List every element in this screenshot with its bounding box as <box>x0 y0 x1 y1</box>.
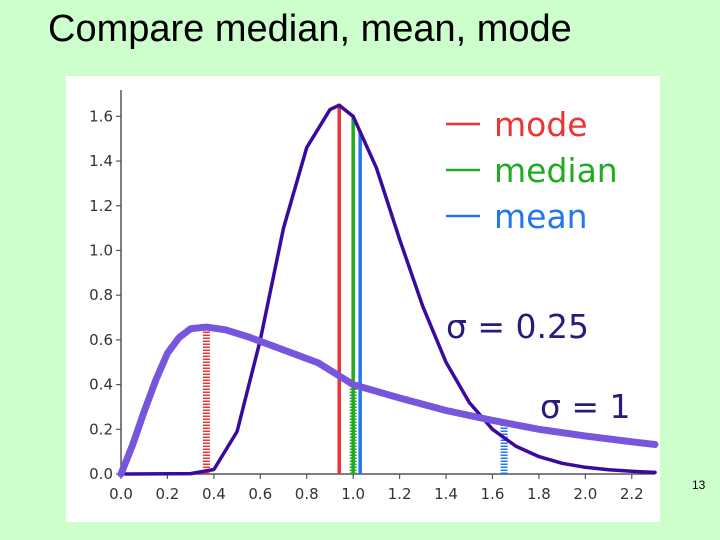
x-tick-label: 2.0 <box>573 485 597 503</box>
slide-title: Compare median, mean, mode <box>48 8 572 50</box>
legend-label-median: median <box>494 151 618 190</box>
series-curve-1 <box>123 103 657 476</box>
x-tick-label: 1.8 <box>527 485 551 503</box>
y-tick-label: 1.4 <box>89 152 113 170</box>
y-tick-label: 1.6 <box>89 107 113 125</box>
chart-curves <box>117 103 659 478</box>
y-tick-label: 1.0 <box>89 241 113 259</box>
y-tick-label: 0.2 <box>89 420 113 438</box>
chart-annotations: σ = 0.25 σ = 1 <box>446 307 631 426</box>
x-tick-label: 0.0 <box>109 485 133 503</box>
x-tick-label: 2.2 <box>620 485 644 503</box>
chart-legend: mode median mean <box>446 105 618 236</box>
annotation-sigma-025: σ = 0.25 <box>446 307 589 346</box>
annotation-sigma-1: σ = 1 <box>540 387 631 426</box>
chart-reference-lines <box>202 105 508 474</box>
x-tick-label: 0.6 <box>248 485 272 503</box>
y-tick-label: 0.8 <box>89 286 113 304</box>
series-curve-2 <box>117 323 659 478</box>
chart-figure: 0.0 0.2 0.4 0.6 0.8 1.0 1.2 1.4 1.6 1.8 2.0 2.2 0.0 0… <box>66 76 660 522</box>
chart-svg: 0.0 0.2 0.4 0.6 0.8 1.0 1.2 1.4 1.6 1.8 2.0 2.2 0.0 0… <box>89 90 659 503</box>
x-tick-label: 0.2 <box>156 485 180 503</box>
x-tick-label: 1.4 <box>434 485 458 503</box>
chart-axes: 0.0 0.2 0.4 0.6 0.8 1.0 1.2 1.4 1.6 1.8 2.0 2.2 0.0 0… <box>89 90 655 503</box>
legend-label-mode: mode <box>494 105 588 144</box>
x-tick-label: 1.0 <box>341 485 365 503</box>
y-tick-label: 0.6 <box>89 331 113 349</box>
y-tick-label: 0.4 <box>89 376 113 394</box>
x-tick-label: 0.4 <box>202 485 226 503</box>
y-tick-label: 1.2 <box>89 197 113 215</box>
x-tick-label: 1.6 <box>481 485 505 503</box>
y-tick-label: 0.0 <box>89 465 113 483</box>
legend-label-mean: mean <box>494 197 588 236</box>
x-tick-label: 1.2 <box>388 485 412 503</box>
page-number: 13 <box>692 478 706 492</box>
x-tick-label: 0.8 <box>295 485 319 503</box>
